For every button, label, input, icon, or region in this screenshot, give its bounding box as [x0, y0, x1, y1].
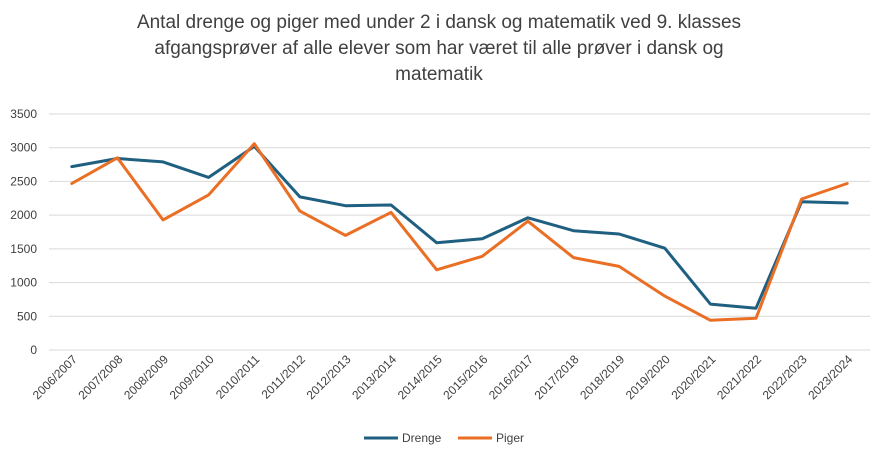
x-tick-label: 2013/2014 — [349, 352, 399, 402]
chart-title-line-2: afgangsprøver af alle elever som har vær… — [154, 38, 724, 59]
y-tick-label: 500 — [17, 309, 37, 323]
x-tick-label: 2008/2009 — [121, 352, 171, 402]
y-tick-label: 3500 — [10, 107, 37, 121]
y-tick-label: 2500 — [10, 174, 37, 188]
legend-label-piger: Piger — [496, 431, 524, 445]
x-tick-label: 2007/2008 — [76, 352, 126, 402]
x-tick-label: 2021/2022 — [714, 352, 764, 402]
chart-title-line-3: matematik — [395, 64, 483, 85]
legend-label-drenge: Drenge — [402, 431, 442, 445]
y-tick-label: 3000 — [10, 141, 37, 155]
series-line-drenge — [70, 144, 849, 310]
x-tick-label: 2019/2020 — [623, 352, 673, 402]
chart-title: Antal drenge og piger med under 2 i dans… — [0, 10, 878, 88]
series-line-piger — [70, 142, 849, 322]
x-tick-label: 2009/2010 — [167, 352, 217, 402]
x-tick-label: 2006/2007 — [30, 352, 80, 402]
x-tick-label: 2016/2017 — [486, 352, 536, 402]
y-tick-label: 2000 — [10, 208, 37, 222]
x-tick-label: 2023/2024 — [805, 352, 855, 402]
y-tick-label: 0 — [30, 343, 37, 357]
chart-title-line-1: Antal drenge og piger med under 2 i dans… — [136, 12, 742, 33]
y-tick-label: 1000 — [10, 276, 37, 290]
x-tick-label: 2014/2015 — [395, 352, 445, 402]
x-tick-label: 2010/2011 — [213, 352, 263, 402]
x-tick-label: 2017/2018 — [532, 352, 582, 402]
x-tick-label: 2011/2012 — [259, 352, 309, 402]
x-tick-label: 2018/2019 — [577, 352, 627, 402]
y-tick-label: 1500 — [10, 242, 37, 256]
x-tick-label: 2020/2021 — [668, 352, 718, 402]
x-tick-label: 2022/2023 — [760, 352, 810, 402]
x-tick-label: 2015/2016 — [440, 352, 490, 402]
x-tick-label: 2012/2013 — [304, 352, 354, 402]
